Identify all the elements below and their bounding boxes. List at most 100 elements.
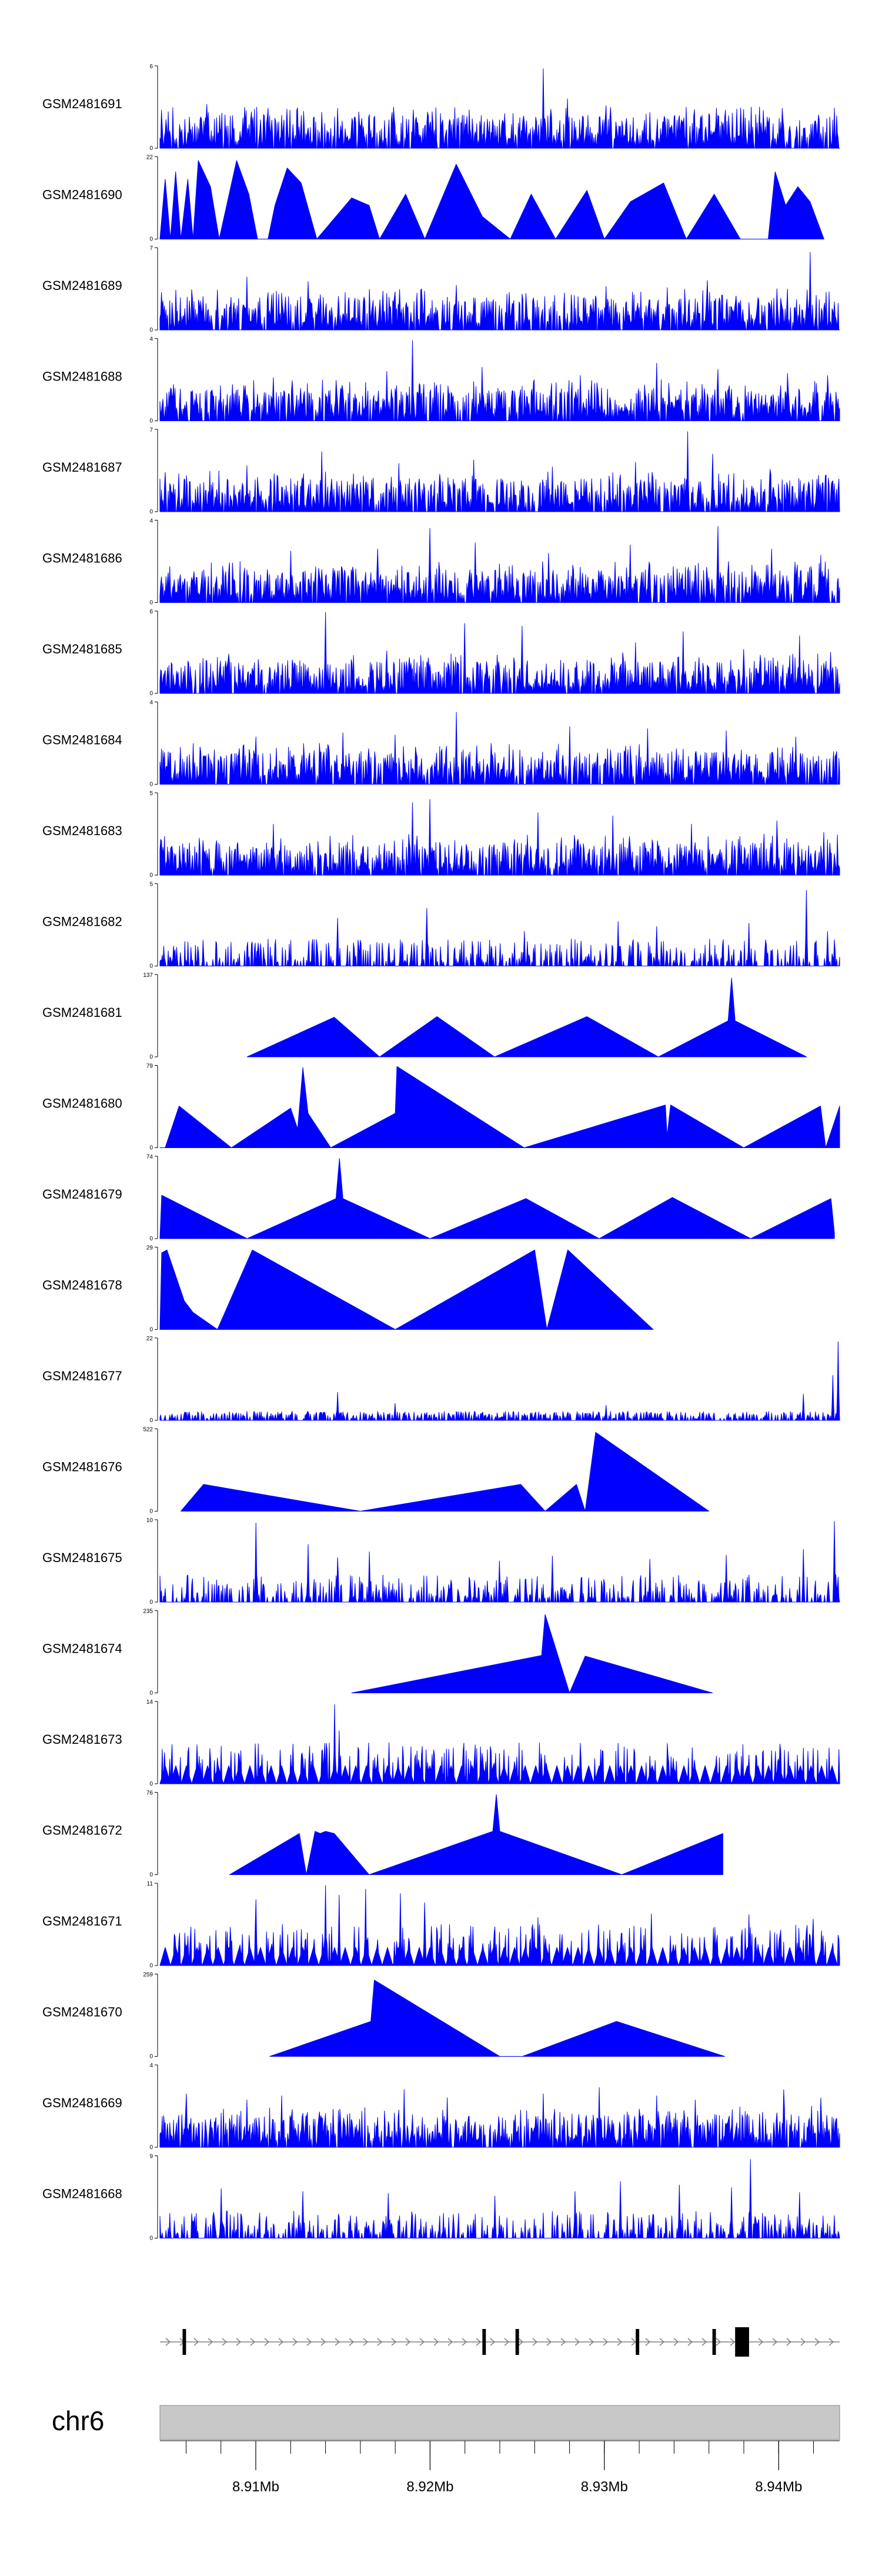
coverage-area xyxy=(246,977,807,1057)
y-axis-max-label: 22 xyxy=(146,155,153,161)
y-axis-zero-label: 0 xyxy=(149,1690,153,1697)
track-gsm2481670: GSM2481670 259 0 xyxy=(42,1972,725,2060)
y-axis-zero-label: 0 xyxy=(149,782,153,788)
strand-arrow xyxy=(377,2338,383,2346)
track-label: GSM2481674 xyxy=(42,1641,122,1656)
coverage-area xyxy=(269,1980,725,2057)
coverage-area xyxy=(159,799,840,876)
track-gsm2481677: GSM2481677 22 0 xyxy=(42,1336,840,1424)
y-axis-zero-label: 0 xyxy=(149,872,153,879)
track-label: GSM2481671 xyxy=(42,1914,122,1928)
track-label: GSM2481672 xyxy=(42,1823,122,1838)
y-axis-max-label: 74 xyxy=(146,1154,153,1160)
y-axis-zero-label: 0 xyxy=(149,690,153,697)
chromosome-ideogram xyxy=(159,2405,840,2440)
track-label: GSM2481680 xyxy=(42,1096,122,1111)
strand-arrow xyxy=(462,2338,467,2346)
coverage-area xyxy=(159,431,840,512)
track-label: GSM2481684 xyxy=(42,733,122,748)
strand-arrow xyxy=(631,2338,637,2346)
strand-arrow xyxy=(306,2338,312,2346)
strand-arrow xyxy=(278,2338,284,2346)
coverage-area xyxy=(159,2087,840,2148)
gene-exon xyxy=(515,2329,519,2355)
track-gsm2481685: GSM2481685 6 0 xyxy=(42,609,840,697)
strand-arrow xyxy=(222,2338,228,2346)
track-label: GSM2481686 xyxy=(42,551,122,566)
track-gsm2481683: GSM2481683 5 0 xyxy=(42,790,840,879)
strand-arrow xyxy=(560,2338,566,2346)
strand-arrow xyxy=(645,2338,651,2346)
coverage-area xyxy=(159,252,840,331)
y-axis-max-label: 76 xyxy=(146,1790,153,1797)
y-axis-zero-label: 0 xyxy=(149,145,153,152)
y-axis-max-label: 29 xyxy=(146,1245,153,1252)
track-gsm2481690: GSM2481690 22 0 xyxy=(42,155,824,243)
strand-arrow xyxy=(546,2338,552,2346)
y-axis-zero-label: 0 xyxy=(149,2144,153,2151)
y-axis-zero-label: 0 xyxy=(149,1963,153,1969)
track-label: GSM2481691 xyxy=(42,96,122,111)
strand-arrow xyxy=(800,2338,806,2346)
y-axis-max-label: 235 xyxy=(143,1609,153,1615)
strand-arrow xyxy=(419,2338,425,2346)
strand-arrow xyxy=(518,2338,524,2346)
y-axis-zero-label: 0 xyxy=(149,1145,153,1152)
y-axis-zero-label: 0 xyxy=(149,418,153,425)
y-axis-zero-label: 0 xyxy=(149,2235,153,2242)
y-axis-max-label: 5 xyxy=(149,790,153,797)
track-label: GSM2481687 xyxy=(42,460,122,475)
coverage-area xyxy=(159,68,840,149)
track-label: GSM2481689 xyxy=(42,278,122,293)
y-axis-max-label: 4 xyxy=(149,518,153,525)
strand-arrow xyxy=(165,2338,171,2346)
track-label: GSM2481677 xyxy=(42,1369,122,1383)
coverage-area xyxy=(159,1341,840,1421)
strand-arrow xyxy=(589,2338,594,2346)
gene-exon xyxy=(636,2329,640,2355)
strand-arrow xyxy=(292,2338,298,2346)
strand-arrow xyxy=(391,2338,397,2346)
y-axis-zero-label: 0 xyxy=(149,600,153,606)
track-gsm2481681: GSM2481681 137 0 xyxy=(42,972,807,1060)
y-axis-zero-label: 0 xyxy=(149,236,153,243)
coverage-area xyxy=(229,1794,723,1875)
coverage-area xyxy=(159,1704,840,1784)
track-label: GSM2481668 xyxy=(42,2187,122,2201)
gene-exon xyxy=(735,2327,749,2357)
y-axis-max-label: 79 xyxy=(146,1063,153,1070)
track-gsm2481673: GSM2481673 14 0 xyxy=(42,1699,840,1787)
y-axis-max-label: 11 xyxy=(147,1881,153,1887)
coverage-area xyxy=(159,612,840,694)
coverage-area xyxy=(159,890,840,966)
y-axis-zero-label: 0 xyxy=(149,1054,153,1060)
track-gsm2481671: GSM2481671 11 0 xyxy=(42,1881,840,1969)
y-axis-zero-label: 0 xyxy=(149,963,153,970)
chromosome-label: chr6 xyxy=(52,2405,104,2436)
track-gsm2481672: GSM2481672 76 0 xyxy=(42,1790,723,1878)
track-gsm2481674: GSM2481674 235 0 xyxy=(42,1609,713,1697)
y-axis-max-label: 10 xyxy=(146,1517,153,1524)
gene-exon xyxy=(482,2329,486,2355)
coverage-area xyxy=(159,526,840,603)
track-label: GSM2481669 xyxy=(42,2095,122,2110)
x-tick-label: 8.93Mb xyxy=(581,2479,628,2495)
track-label: GSM2481678 xyxy=(42,1278,122,1293)
track-label: GSM2481676 xyxy=(42,1460,122,1474)
y-axis-zero-label: 0 xyxy=(149,1327,153,1333)
y-axis-max-label: 4 xyxy=(149,2063,153,2069)
strand-arrow xyxy=(659,2338,665,2346)
track-label: GSM2481690 xyxy=(42,188,122,202)
track-label: GSM2481679 xyxy=(42,1187,122,1202)
coverage-area xyxy=(159,1158,835,1239)
track-gsm2481676: GSM2481676 522 0 xyxy=(42,1427,710,1515)
y-axis-max-label: 7 xyxy=(149,427,153,433)
track-label: GSM2481688 xyxy=(42,369,122,384)
track-label: GSM2481683 xyxy=(42,823,122,838)
strand-arrow xyxy=(814,2338,820,2346)
track-gsm2481687: GSM2481687 7 0 xyxy=(42,427,840,515)
coverage-area xyxy=(351,1614,713,1693)
y-axis-max-label: 22 xyxy=(146,1336,153,1342)
coverage-area xyxy=(159,340,840,421)
